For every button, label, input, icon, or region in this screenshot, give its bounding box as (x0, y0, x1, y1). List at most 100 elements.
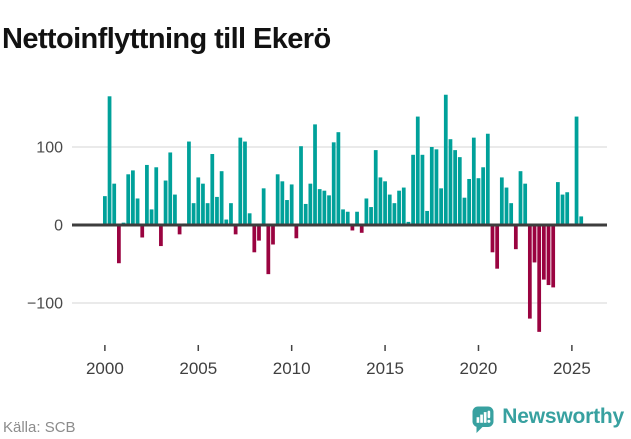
bar-2000q3 (112, 183, 117, 225)
newsworthy-badge-icon (472, 406, 494, 433)
bar-2025q3 (579, 216, 584, 225)
bar-2008q1 (252, 225, 257, 253)
bar-2015q1 (383, 181, 387, 225)
bar-2002q1 (140, 225, 145, 238)
bar-2019q2 (462, 197, 467, 225)
bar-2000q2 (107, 96, 112, 225)
bar-2005q4 (210, 154, 215, 225)
bar-2015q2 (387, 194, 392, 225)
bar-2023q1 (532, 225, 537, 263)
bar-2010q2 (294, 225, 299, 239)
bar-2006q1 (215, 196, 219, 225)
bar-2007q3 (243, 141, 247, 225)
bar-2019q4 (471, 137, 476, 225)
bar-2007q2 (238, 137, 243, 225)
bar-2011q2 (313, 124, 317, 225)
bar-2007q1 (233, 225, 238, 235)
bar-2021q2 (499, 177, 504, 225)
bar-2000q4 (117, 225, 121, 264)
bar-2013q3 (355, 211, 359, 225)
y-tick-label-100: 100 (36, 140, 63, 157)
badge-exclamation-dot (487, 419, 491, 423)
bar-2015q4 (397, 190, 401, 225)
bar-2009q2 (275, 174, 280, 225)
y-tick-label-0: 0 (54, 218, 63, 235)
bar-2009q3 (280, 181, 285, 225)
bar-2014q2 (369, 207, 373, 225)
newsworthy-logo[interactable]: Newsworthy (472, 404, 624, 434)
x-tick-label-2015: 2015 (366, 359, 404, 378)
bar-2005q3 (205, 203, 210, 225)
bar-2011q1 (308, 183, 313, 225)
bar-chart-canvas: 2000 2005 2010 2015 2020 2025 100 0 −100 (27, 94, 607, 378)
bar-2011q4 (322, 190, 327, 225)
bar-2003q2 (163, 180, 168, 225)
chart-title: Nettoinflyttning till Ekerö (2, 23, 331, 56)
bar-2022q3 (523, 183, 528, 225)
bar-2014q3 (373, 150, 378, 225)
bar-2001q2 (126, 174, 131, 225)
bar-2021q3 (504, 187, 509, 225)
bar-2004q3 (187, 141, 191, 225)
bar-2022q1 (513, 225, 518, 250)
bar-2012q3 (336, 132, 341, 225)
source-caption: Källa: SCB (3, 419, 76, 436)
x-tick-label-2000: 2000 (86, 359, 124, 378)
x-tick-label-2025: 2025 (553, 359, 591, 378)
bar-2008q3 (261, 188, 266, 225)
newsworthy-wordmark: Newsworthy (502, 405, 624, 428)
bar-2020q3 (485, 133, 490, 225)
bar-2020q2 (481, 167, 486, 225)
bar-2016q2 (406, 221, 411, 225)
bar-2007q4 (247, 213, 252, 225)
bar-2020q1 (476, 178, 481, 225)
bar-2005q1 (196, 177, 201, 225)
x-tick-label-2020: 2020 (460, 359, 498, 378)
bar-2010q1 (289, 184, 294, 225)
bar-2003q4 (173, 194, 177, 225)
bar-2001q3 (131, 170, 135, 225)
x-tick-label-2010: 2010 (273, 359, 311, 378)
bar-2024q4 (565, 192, 570, 225)
bar-2024q1 (551, 225, 556, 288)
bar-2003q3 (168, 152, 173, 225)
bar-2023q2 (537, 225, 542, 332)
bar-2014q1 (364, 198, 369, 225)
bar-2003q1 (159, 225, 163, 247)
bar-2019q3 (467, 178, 472, 225)
y-tick-label--100: −100 (27, 296, 63, 313)
bar-2017q2 (425, 210, 429, 225)
bar-2002q3 (149, 209, 154, 225)
badge-exclamation-stem (487, 410, 491, 419)
bar-2018q3 (448, 139, 453, 225)
x-tick-label-2005: 2005 (179, 359, 217, 378)
bar-2015q3 (392, 203, 397, 225)
bar-2005q2 (201, 183, 205, 225)
bar-2016q4 (415, 116, 420, 225)
bar-2014q4 (378, 177, 383, 225)
bar-2004q4 (191, 203, 196, 225)
bar-2006q3 (224, 219, 229, 225)
bar-2008q4 (266, 225, 271, 275)
bar-2002q2 (145, 164, 149, 225)
bar-2008q2 (257, 225, 261, 241)
bar-2021q1 (495, 225, 500, 269)
bar-2002q4 (154, 167, 159, 225)
bar-2016q3 (411, 154, 415, 225)
bar-2012q4 (341, 209, 345, 225)
bar-2018q1 (439, 188, 443, 225)
bar-2009q4 (285, 200, 289, 225)
bar-2024q3 (560, 194, 565, 225)
bar-2012q2 (331, 142, 336, 225)
bar-2013q4 (359, 225, 364, 233)
bar-2000q1 (103, 196, 107, 225)
bar-2011q3 (317, 189, 322, 225)
bar-2016q1 (401, 187, 406, 225)
badge-bar-small (476, 417, 480, 423)
bar-2017q4 (434, 149, 439, 225)
bar-2024q2 (555, 182, 560, 225)
bar-2006q4 (229, 203, 233, 225)
bar-2023q3 (541, 225, 546, 280)
bar-2022q2 (518, 171, 523, 225)
